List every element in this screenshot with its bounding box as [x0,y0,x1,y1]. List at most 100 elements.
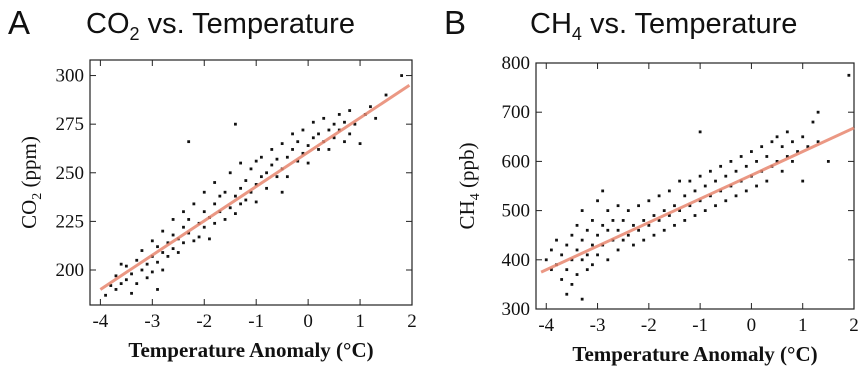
data-point [683,194,687,198]
data-point [657,194,661,198]
data-point [621,219,625,222]
data-point [223,218,227,221]
data-point [348,109,352,112]
data-point [166,254,170,258]
scatter-plot-b: -4 -3 -2 -1 0 1 2 300 400 500 600 700 800 Temperature… [455,53,859,366]
data-point [275,175,279,179]
data-point [703,209,707,212]
x-tick-label: -2 [196,311,212,332]
data-point [565,292,569,296]
data-point [765,179,769,183]
data-point [202,190,206,194]
chart-title: CO2 vs. Temperature [86,8,355,44]
data-point [575,223,579,227]
data-point [596,233,599,237]
data-point [626,233,630,237]
data-point [327,148,331,151]
data-point [755,160,758,163]
x-tick-label: -1 [248,311,264,332]
data-point [114,288,118,291]
data-point [176,251,180,254]
y-tick-label: 250 [56,163,85,184]
data-point [130,272,133,276]
data-point [322,116,326,120]
data-point [667,214,671,217]
data-point [187,218,191,221]
y-axis-title: CO2 (ppm) [17,136,45,229]
data-point [234,194,237,198]
data-point [791,140,794,144]
data-point [693,189,697,193]
data-point [642,219,646,222]
panel-letter: B [444,4,467,41]
data-point [327,128,331,132]
data-point [678,209,682,212]
data-point [270,148,274,151]
data-point [343,140,346,144]
data-point [135,282,139,286]
data-point [332,136,336,140]
data-point [826,160,830,163]
x-tick-label: 1 [355,311,365,332]
plot-frame [89,59,413,306]
data-points [544,73,851,301]
data-point [549,248,553,252]
data-point [306,144,310,147]
data-point [213,181,217,184]
data-point [234,212,237,216]
data-point [197,235,201,239]
data-point [187,140,191,144]
data-point [265,171,268,175]
data-point [585,268,589,272]
data-point [228,171,232,175]
data-point [150,239,154,243]
data-point [688,204,692,208]
data-point [601,189,605,193]
data-point [332,122,336,126]
data-point [119,282,123,286]
data-point [150,270,154,274]
data-points [104,74,404,297]
data-point [657,219,661,222]
data-point [744,189,748,193]
data-point [249,190,253,194]
data-point [570,258,574,262]
data-point [591,263,594,267]
data-point [575,273,579,276]
data-point [291,148,294,151]
x-tick-label: -3 [144,311,160,332]
data-point [124,278,128,282]
data-point [580,209,584,212]
data-point [140,268,144,272]
data-point [816,140,820,144]
data-point [384,93,388,97]
data-point [353,122,357,126]
data-point [811,120,815,124]
data-point [171,247,175,251]
data-point [714,204,717,208]
data-point [703,184,707,188]
x-tick-label: 0 [303,311,313,332]
data-point [796,150,799,153]
data-point [580,297,584,301]
data-point [239,161,243,165]
data-point [785,155,789,158]
data-point [765,155,769,158]
data-point [780,145,784,149]
data-point [693,214,697,217]
data-point [626,209,630,212]
y-tick-label: 300 [502,299,531,320]
data-point [775,135,779,139]
data-point [119,262,123,266]
data-point [208,237,211,241]
data-point [724,174,728,178]
y-tick-label: 225 [56,211,85,232]
data-point [182,210,185,214]
data-point [254,183,258,186]
data-point [254,159,258,163]
data-point [285,155,289,159]
data-point [637,204,640,208]
data-point [549,268,553,272]
data-point [729,160,733,163]
data-point [161,229,165,233]
